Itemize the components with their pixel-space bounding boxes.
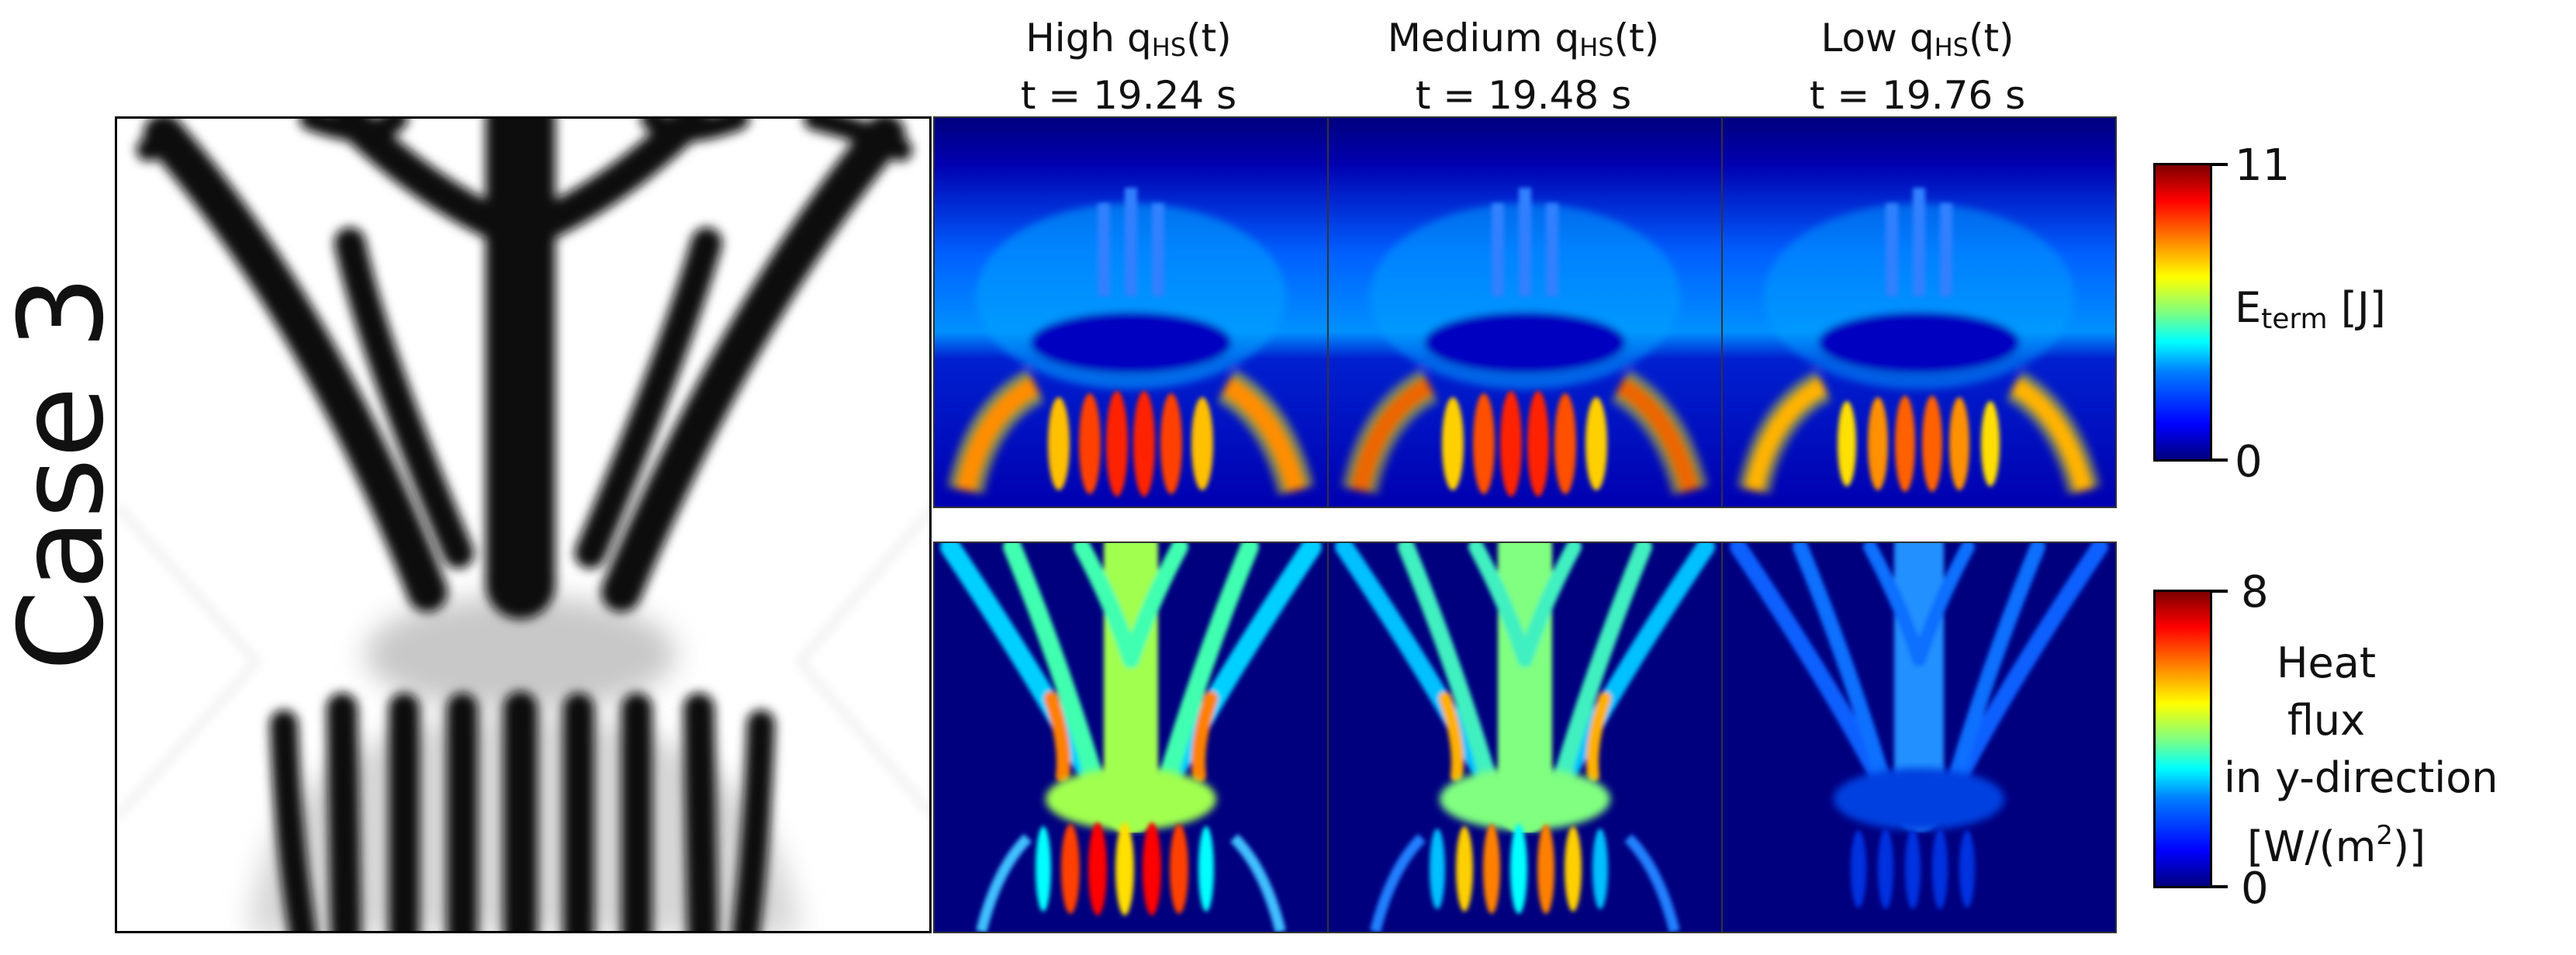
column-header-low: Low qHS(t) t = 19.76 s — [1724, 14, 2111, 119]
column-header-q: q — [1909, 16, 1935, 61]
column-header-q-suffix: (t) — [1968, 16, 2014, 61]
heatflux-colorbar-tick-max — [2212, 590, 2228, 593]
column-header-level: Medium — [1387, 16, 1543, 61]
heatflux-colorbar-unit-post: )] — [2392, 822, 2426, 871]
column-header-q-suffix: (t) — [1613, 16, 1660, 61]
column-header-high: High qHS(t) t = 19.24 s — [935, 14, 1323, 119]
column-header-q-suffix: (t) — [1186, 16, 1232, 61]
energy-colorbar-title-unit: [J] — [2327, 283, 2386, 332]
heatflux-colorbar-title-line1: Heat flux — [2276, 638, 2377, 745]
heatflux-colorbar-max: 8 — [2241, 567, 2269, 618]
energy-map-high — [935, 118, 1327, 507]
energy-map-medium — [1329, 118, 1721, 507]
energy-panel-low — [1721, 116, 2117, 508]
heatflux-colorbar-gradient — [2153, 590, 2212, 888]
heatflux-colorbar: 8 0 Heat flux in y-direction [W/(m2)] — [2118, 542, 2498, 933]
heatflux-map-high — [935, 543, 1327, 932]
energy-colorbar-title-main: E — [2235, 283, 2262, 332]
heatflux-colorbar-unit-sup: 2 — [2376, 820, 2393, 851]
energy-colorbar-gradient — [2153, 163, 2212, 462]
heatflux-panel-low — [1721, 542, 2117, 933]
energy-colorbar-tick-max — [2212, 163, 2228, 166]
energy-colorbar-title-sub: term — [2261, 303, 2328, 335]
heatflux-panel-medium — [1327, 542, 1723, 933]
column-header-q: q — [1127, 16, 1152, 61]
energy-colorbar: 11 0 Eterm [J] — [2118, 116, 2398, 508]
heatflux-colorbar-title: Heat flux in y-direction [W/(m2)] — [2224, 635, 2498, 876]
column-header-level: High — [1025, 16, 1115, 61]
topology-panel — [115, 116, 932, 933]
column-header-level: Low — [1820, 16, 1897, 61]
case-label-text: Case 3 — [0, 275, 130, 672]
topology-image — [117, 119, 929, 931]
energy-colorbar-tick-min — [2212, 458, 2228, 462]
heatflux-colorbar-title-line2: in y-direction — [2224, 753, 2498, 802]
energy-colorbar-min: 0 — [2235, 437, 2263, 487]
heatflux-colorbar-tick-min — [2212, 885, 2228, 888]
energy-colorbar-max: 11 — [2235, 140, 2291, 191]
energy-panel-medium — [1327, 116, 1723, 508]
heatflux-panel-high — [933, 542, 1329, 933]
case-label: Case 3 — [0, 147, 130, 799]
column-header-time: t = 19.76 s — [1809, 73, 2026, 118]
energy-colorbar-title: Eterm [J] — [2235, 279, 2386, 348]
column-header-q-sub: HS — [1579, 33, 1614, 62]
heatflux-map-medium — [1329, 543, 1721, 932]
energy-map-low — [1723, 118, 2115, 507]
heatflux-map-low — [1723, 543, 2115, 932]
column-header-time: t = 19.48 s — [1415, 73, 1632, 118]
energy-panel-high — [933, 116, 1329, 508]
heatflux-colorbar-min: 0 — [2241, 863, 2269, 914]
heatflux-colorbar-unit-pre: [W/(m — [2247, 822, 2377, 871]
column-header-time: t = 19.24 s — [1020, 73, 1237, 118]
column-header-q-sub: HS — [1934, 33, 1969, 62]
column-header-q: q — [1554, 16, 1580, 61]
column-header-q-sub: HS — [1151, 33, 1187, 62]
column-header-medium: Medium qHS(t) t = 19.48 s — [1329, 14, 1717, 119]
